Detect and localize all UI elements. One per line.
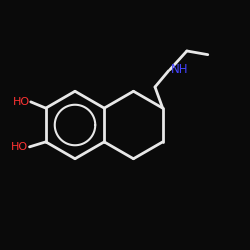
Text: HO: HO [11, 142, 28, 152]
Text: HO: HO [12, 97, 29, 107]
Text: NH: NH [171, 63, 188, 76]
